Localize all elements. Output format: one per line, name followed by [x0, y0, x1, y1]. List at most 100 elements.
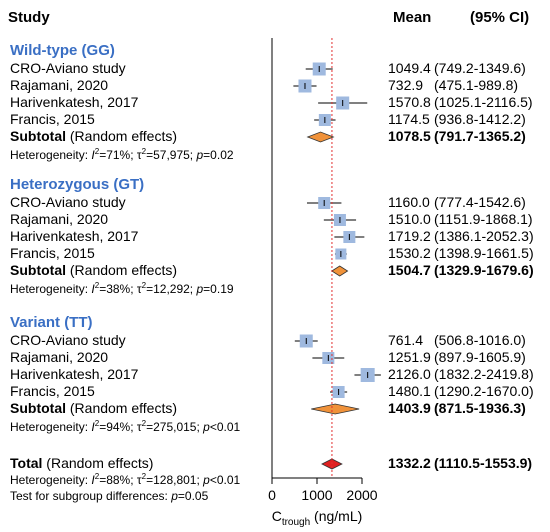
- group-title: Variant (TT): [10, 314, 93, 331]
- het-p-value: <0.01: [210, 420, 241, 434]
- heterogeneity-line: Heterogeneity: I2=71%; τ2=57,975; p=0.02: [10, 147, 234, 162]
- study-ci: (1398.9-1661.5): [434, 245, 534, 261]
- study-name: Harivenkatesh, 2017: [10, 94, 139, 110]
- het-tau-value: =275,015;: [146, 420, 203, 434]
- subtotal-label-rest: (Random effects): [66, 400, 177, 416]
- subtotal-label-rest: (Random effects): [66, 128, 177, 144]
- het-prefix: Heterogeneity:: [10, 473, 91, 487]
- het-tau-sup: 2: [142, 281, 147, 290]
- study-ci: (1832.2-2419.8): [434, 366, 534, 382]
- subtotal-label: Subtotal (Random effects): [10, 128, 177, 144]
- het-p-symbol: p: [195, 282, 203, 296]
- het-i2-sup: 2: [95, 281, 100, 290]
- study-ci: (1386.1-2052.3): [434, 228, 534, 244]
- het-p-value: =0.19: [203, 282, 234, 296]
- study-name: CRO-Aviano study: [10, 332, 126, 348]
- subtotal-diamond: [311, 403, 360, 415]
- x-tick-label: 1000: [301, 487, 332, 503]
- total-mean: 1332.2: [388, 455, 431, 471]
- x-axis-label-base: C: [272, 508, 282, 524]
- het-prefix: Heterogeneity:: [10, 420, 91, 434]
- subtotal-diamond: [306, 131, 335, 143]
- het-i2-symbol: I: [91, 420, 95, 434]
- study-mean: 761.4: [388, 332, 423, 348]
- study-ci: (936.8-1412.2): [434, 111, 526, 127]
- subtotal-mean: 1078.5: [388, 128, 431, 144]
- total-diamond: [321, 458, 343, 470]
- het-tau-value: =128,801;: [146, 473, 203, 487]
- study-ci: (1025.1-2116.5): [434, 94, 533, 110]
- het-i2-symbol: I: [91, 282, 95, 296]
- x-tick-label: 2000: [346, 487, 377, 503]
- subtotal-mean: 1403.9: [388, 400, 431, 416]
- subtotal-label-bold: Subtotal: [10, 400, 66, 416]
- het-prefix: Heterogeneity:: [10, 282, 91, 296]
- het-prefix: Heterogeneity:: [10, 148, 91, 162]
- study-mean: 1570.8: [388, 94, 431, 110]
- het-tau-sup: 2: [142, 419, 147, 428]
- het-tau-symbol: τ: [137, 420, 142, 434]
- subtotal-label: Subtotal (Random effects): [10, 262, 177, 278]
- het-p-symbol: p: [202, 473, 210, 487]
- het-i2-value: =88%;: [99, 473, 137, 487]
- header-ci: (95% CI): [470, 9, 529, 26]
- study-ci: (897.9-1605.9): [434, 349, 526, 365]
- total-ci: (1110.5-1553.9): [434, 455, 532, 471]
- het-tau-value: =57,975;: [146, 148, 196, 162]
- het-tau-symbol: τ: [137, 148, 142, 162]
- het-i2-value: =94%;: [99, 420, 137, 434]
- subtotal-diamond: [331, 265, 349, 277]
- subtotal-label: Subtotal (Random effects): [10, 400, 177, 416]
- study-name: Francis, 2015: [10, 245, 95, 261]
- subtotal-label-bold: Subtotal: [10, 262, 66, 278]
- total-label-bold: Total: [10, 455, 42, 471]
- forest-rows: Wild-type (GG)CRO-Aviano study 1049.4 (749…: [10, 42, 534, 503]
- het-p-symbol: p: [195, 148, 203, 162]
- subtotal-ci: (1329.9-1679.6): [434, 262, 534, 278]
- study-ci: (1290.2-1670.0): [434, 383, 534, 399]
- het-p-value: =0.02: [203, 148, 234, 162]
- study-ci: (749.2-1349.6): [434, 60, 526, 76]
- x-tick-label: 0: [268, 487, 276, 503]
- study-mean: 1719.2: [388, 228, 431, 244]
- group-title: Wild-type (GG): [10, 42, 115, 59]
- total-label-rest: (Random effects): [42, 455, 153, 471]
- subtotal-ci: (791.7-1365.2): [434, 128, 526, 144]
- study-mean: 1174.5: [388, 111, 430, 127]
- subgroup-test: Test for subgroup differences: p=0.05: [10, 489, 209, 503]
- het-tau-symbol: τ: [137, 282, 142, 296]
- study-mean: 1480.1: [388, 383, 431, 399]
- study-name: Harivenkatesh, 2017: [10, 366, 139, 382]
- study-name: CRO-Aviano study: [10, 60, 126, 76]
- het-i2-value: =38%;: [99, 282, 137, 296]
- het-tau-symbol: τ: [137, 473, 142, 487]
- study-ci: (475.1-989.8): [434, 77, 518, 93]
- het-p-symbol: p: [202, 420, 210, 434]
- study-name: Francis, 2015: [10, 383, 95, 399]
- group-title: Heterozygous (GT): [10, 176, 144, 193]
- het-i2-symbol: I: [91, 473, 95, 487]
- het-tau-value: =12,292;: [146, 282, 196, 296]
- subtotal-mean: 1504.7: [388, 262, 431, 278]
- study-mean: 2126.0: [388, 366, 431, 382]
- study-name: Rajamani, 2020: [10, 211, 108, 227]
- subtotal-label-bold: Subtotal: [10, 128, 66, 144]
- subgroup-test-prefix: Test for subgroup differences:: [10, 489, 171, 503]
- het-i2-value: =71%;: [99, 148, 137, 162]
- total-label: Total (Random effects): [10, 455, 153, 471]
- het-tau-sup: 2: [142, 472, 147, 481]
- study-mean: 732.9: [388, 77, 423, 93]
- study-mean: 1510.0: [388, 211, 431, 227]
- het-i2-sup: 2: [95, 419, 100, 428]
- het-tau-sup: 2: [142, 147, 147, 156]
- study-mean: 1530.2: [388, 245, 431, 261]
- forest-plot-area: 0 1000 2000 Ctrough (ng/mL): [268, 38, 381, 528]
- study-ci: (506.8-1016.0): [434, 332, 526, 348]
- study-mean: 1049.4: [388, 60, 431, 76]
- x-axis-label: Ctrough (ng/mL): [272, 508, 363, 528]
- x-axis-label-sub: trough: [282, 517, 310, 528]
- het-p-value: <0.01: [210, 473, 241, 487]
- study-ci: (1151.9-1868.1): [434, 211, 533, 227]
- heterogeneity-line: Heterogeneity: I2=94%; τ2=275,015; p<0.0…: [10, 419, 241, 434]
